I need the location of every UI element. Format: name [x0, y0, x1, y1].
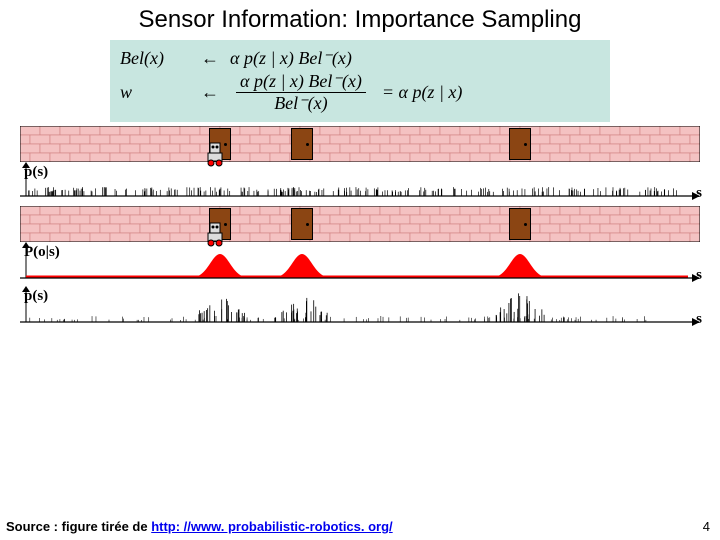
assign-arrow: ← [190, 82, 230, 103]
plot-p-s-weighted: p(s) s [20, 286, 700, 330]
equation-box: Bel(x) ← α p(z | x) Bel⁻(x) w ← α p(z | … [110, 40, 610, 122]
eq2-numerator: α p(z | x) Bel⁻(x) [236, 71, 366, 93]
page-number: 4 [703, 519, 710, 534]
eq2-result: = α p(z | x) [382, 82, 463, 103]
eq2-fraction: α p(z | x) Bel⁻(x) Bel⁻(x) [236, 71, 366, 114]
plot-p-s: p(s) s [20, 162, 700, 204]
eq-row-2: w ← α p(z | x) Bel⁻(x) Bel⁻(x) = α p(z |… [120, 71, 600, 114]
plot-ps-label: p(s) [24, 164, 48, 181]
source-citation: Source : figure tirée de http: //www. pr… [6, 519, 393, 534]
wall-diagram-2 [20, 206, 700, 242]
door [291, 128, 313, 160]
door [509, 208, 531, 240]
source-link[interactable]: http: //www. probabilistic-robotics. org… [151, 519, 392, 534]
plot-p-o-given-s: P(o|s) s [20, 242, 700, 286]
page-title: Sensor Information: Importance Sampling [0, 0, 720, 34]
assign-arrow: ← [190, 48, 230, 69]
eq2-denominator: Bel⁻(x) [270, 93, 331, 114]
s-axis-label: s [696, 311, 702, 328]
wall-diagram-1 [20, 126, 700, 162]
eq1-rhs: α p(z | x) Bel⁻(x) [230, 48, 352, 69]
eq2-lhs: w [120, 82, 190, 103]
plot-ps2-label: p(s) [24, 288, 48, 305]
eq-row-1: Bel(x) ← α p(z | x) Bel⁻(x) [120, 48, 600, 69]
s-axis-label: s [696, 267, 702, 284]
plot-pos-label: P(o|s) [24, 244, 60, 261]
source-prefix: Source : figure tirée de [6, 519, 151, 534]
eq1-lhs: Bel(x) [120, 48, 190, 69]
s-axis-label: s [696, 185, 702, 202]
door [291, 208, 313, 240]
door [509, 128, 531, 160]
